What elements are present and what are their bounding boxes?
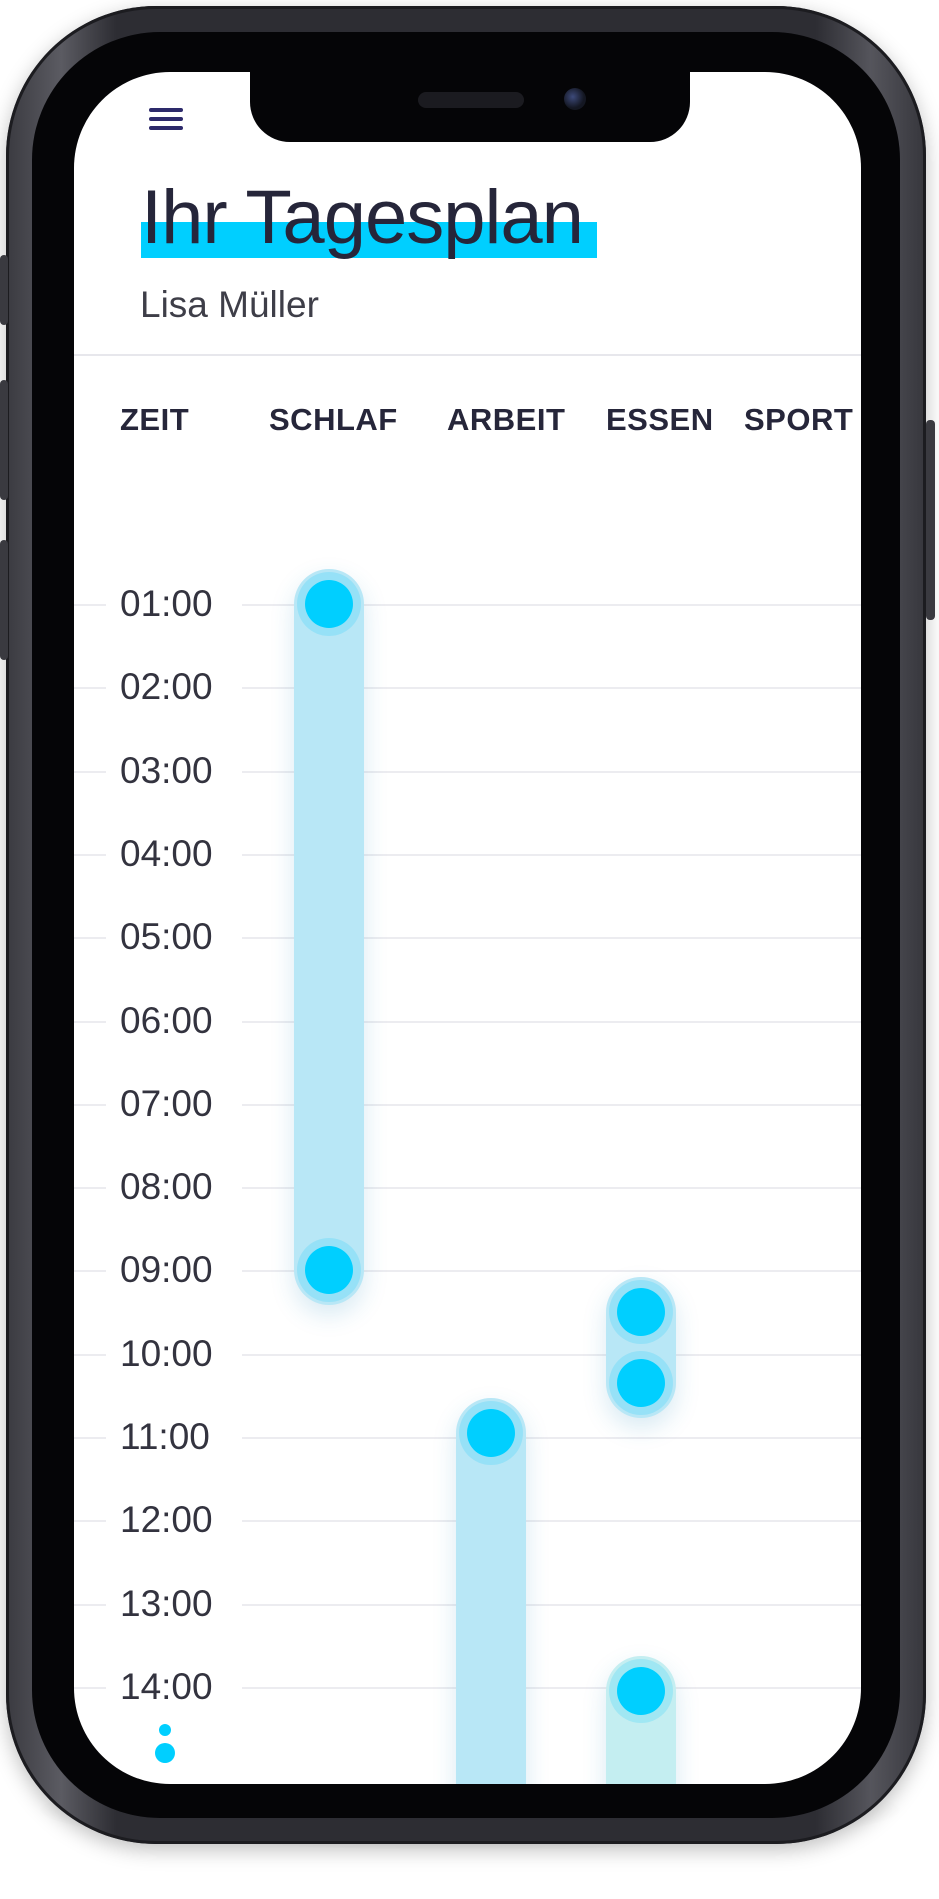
grid-line-stub — [74, 770, 106, 773]
time-label: 06:00 — [120, 999, 213, 1041]
time-label: 05:00 — [120, 916, 213, 958]
side-button-mute — [0, 255, 8, 325]
event-start-handle[interactable] — [617, 1667, 665, 1716]
grid-line-hour — [242, 1270, 861, 1273]
grid-line-stub — [74, 853, 106, 856]
grid-line-hour — [242, 687, 861, 690]
grid-line-stub — [74, 1520, 106, 1523]
grid-line-hour — [242, 1187, 861, 1190]
event-start-handle[interactable] — [305, 580, 353, 628]
time-label: 12:00 — [120, 1499, 213, 1541]
column-header-time[interactable]: ZEIT — [120, 402, 190, 437]
grid-line-stub — [74, 604, 106, 606]
event-start-handle[interactable] — [617, 1288, 665, 1337]
grid-line-hour — [242, 853, 861, 856]
side-button-volume-up — [0, 380, 8, 500]
grid-line-stub — [74, 937, 106, 940]
grid-line-stub — [74, 1603, 106, 1606]
grid-line-hour — [242, 1686, 861, 1689]
grid-line-stub — [74, 1103, 106, 1106]
time-label: 02:00 — [120, 666, 213, 708]
scroll-indicator-dot-small[interactable] — [159, 1724, 171, 1736]
grid-line-stub — [74, 1187, 106, 1190]
hamburger-menu-icon[interactable] — [149, 106, 183, 136]
event-end-handle[interactable] — [617, 1358, 665, 1407]
grid-line-stub — [74, 1437, 106, 1439]
grid-line-hour — [242, 1020, 861, 1023]
column-header-work[interactable]: ARBEIT — [447, 402, 566, 437]
menu-line-middle — [149, 117, 183, 121]
grid-line-stub — [74, 1686, 106, 1689]
user-name: Lisa Müller — [140, 284, 319, 325]
time-label: 07:00 — [120, 1082, 213, 1124]
menu-line-bottom — [149, 126, 183, 130]
side-button-power — [926, 420, 935, 620]
page-title: Ihr Tagesplan — [141, 175, 584, 260]
header-divider — [74, 354, 861, 356]
grid-line-stub — [74, 1020, 106, 1023]
app-screen: Ihr Tagesplan Lisa Müller ZEIT SCHLAF AR… — [74, 72, 861, 1784]
time-label: 03:00 — [120, 749, 213, 791]
time-label: 09:00 — [120, 1249, 213, 1291]
event-bar-work[interactable] — [456, 1397, 526, 1784]
scroll-indicator-dot-large[interactable] — [155, 1743, 175, 1763]
grid-line-hour — [242, 1437, 861, 1439]
grid-line-hour — [242, 604, 861, 606]
grid-line-hour — [242, 1103, 861, 1106]
earpiece-speaker — [418, 92, 524, 108]
grid-line-hour — [242, 770, 861, 773]
event-end-handle[interactable] — [305, 1246, 353, 1295]
grid-line-stub — [74, 687, 106, 690]
page-title-group: Ihr Tagesplan — [141, 170, 601, 260]
time-label: 08:00 — [120, 1166, 213, 1208]
event-bar-sleep[interactable] — [294, 569, 364, 1306]
title-highlight-bar — [141, 222, 597, 258]
menu-line-top — [149, 108, 183, 112]
time-label: 10:00 — [120, 1332, 213, 1374]
time-label: 11:00 — [120, 1416, 210, 1457]
grid-line-stub — [74, 1270, 106, 1273]
time-label: 13:00 — [120, 1582, 213, 1624]
event-start-handle[interactable] — [467, 1408, 515, 1457]
column-header-food[interactable]: ESSEN — [606, 402, 714, 437]
device-notch — [250, 72, 690, 142]
column-header-sleep[interactable]: SCHLAF — [269, 402, 398, 437]
time-label: 04:00 — [120, 832, 213, 874]
time-label: 14:00 — [120, 1665, 213, 1707]
grid-line-hour — [242, 1353, 861, 1356]
side-button-volume-down — [0, 540, 8, 660]
grid-line-hour — [242, 1520, 861, 1523]
grid-line-hour — [242, 937, 861, 940]
front-camera — [564, 88, 586, 110]
column-header-sport[interactable]: SPORT — [744, 402, 854, 437]
time-label: 01:00 — [120, 583, 213, 624]
grid-line-hour — [242, 1603, 861, 1606]
grid-line-stub — [74, 1353, 106, 1356]
